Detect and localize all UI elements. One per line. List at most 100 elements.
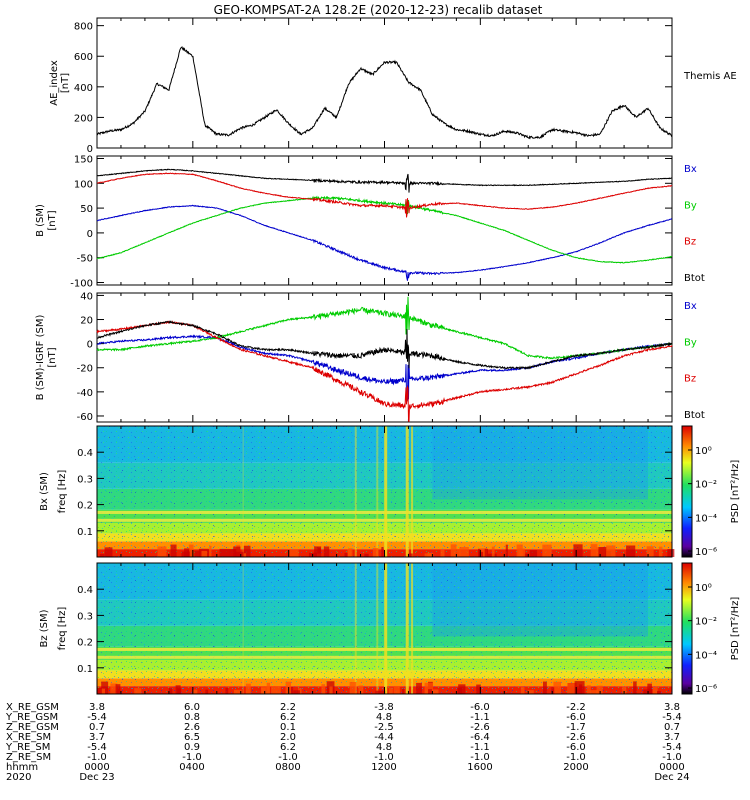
y-tick-label: 0.1 (77, 664, 93, 675)
low-freq-power (578, 684, 583, 694)
low-freq-power (491, 546, 495, 557)
low-freq-power (527, 690, 534, 694)
ephemeris-value: 3.7 (89, 732, 105, 743)
ephemeris-value: 0.7 (664, 722, 680, 733)
ephemeris-value: 3.8 (89, 702, 105, 713)
series-line-btot (97, 168, 673, 193)
colorbar-tick-label: 10⁻² (695, 480, 717, 491)
ephemeris-value: -1.0 (87, 752, 107, 763)
colorbar-scale (681, 562, 693, 695)
burst-column (242, 426, 244, 557)
ephemeris-value: 2.2 (280, 702, 296, 713)
low-freq-power (416, 682, 422, 694)
low-freq-power (646, 546, 654, 557)
y-tick-label: 0.3 (77, 611, 93, 622)
low-freq-power (372, 548, 379, 557)
legend-label: Bx (684, 301, 697, 312)
ephemeris-value: 4.8 (376, 712, 392, 723)
low-freq-power (233, 689, 242, 694)
low-freq-power (598, 546, 607, 557)
legend-label: By (684, 200, 697, 211)
y-tick-label: 0 (87, 229, 93, 240)
low-freq-power (100, 688, 106, 694)
ephemeris-value: -2.5 (374, 722, 394, 733)
burst-column (376, 426, 379, 557)
low-freq-power (157, 546, 167, 557)
low-freq-power (97, 688, 102, 694)
burst-column (376, 563, 379, 694)
low-freq-power (233, 546, 241, 557)
ephemeris-row-label: Z_RE_SM (6, 752, 51, 763)
low-freq-power (626, 545, 636, 557)
y-tick-label: 0.1 (77, 527, 93, 538)
ephemeris-value: -1.1 (470, 712, 490, 723)
ephemeris-value: -1.0 (374, 752, 394, 763)
low-freq-power (456, 548, 461, 557)
low-freq-power (459, 547, 469, 557)
y-axis-unit: [nT] (47, 347, 58, 367)
ephemeris-value: -6.0 (566, 712, 586, 723)
y-tick-label: 0 (87, 340, 93, 351)
y-tick-label: 0 (87, 144, 93, 155)
low-freq-power (364, 553, 369, 557)
ephemeris-value: -1.0 (470, 752, 490, 763)
colorbar-tick-label: 10⁻⁴ (695, 513, 717, 524)
low-freq-power (225, 687, 229, 694)
ephemeris-value: -3.8 (374, 702, 394, 713)
low-freq-power (205, 689, 209, 694)
ephemeris-value: 6.0 (184, 702, 200, 713)
ephemeris-value: 2.6 (184, 722, 200, 733)
legend-label: Bz (684, 374, 696, 385)
ephemeris-value: 1600 (467, 762, 492, 773)
y-axis-label: AE_index (49, 60, 60, 106)
y-tick-label: 20 (80, 316, 93, 327)
ephemeris-value: -2.6 (566, 732, 586, 743)
colorbar: 10⁰ 10⁻² 10⁻⁴ 10⁻⁶ PSD [nT²/Hz] (681, 425, 741, 558)
low-freq-power (381, 547, 384, 557)
legend-label: Bz (684, 237, 696, 248)
low-freq-power (168, 688, 173, 694)
y-tick-label: 40 (80, 291, 93, 302)
ephemeris-value: -6.0 (470, 702, 490, 713)
low-freq-power (480, 548, 488, 557)
low-freq-power (347, 549, 352, 557)
ephemeris-value: -5.4 (662, 712, 682, 723)
colorbar-label: PSD [nT²/Hz] (730, 460, 741, 524)
low-freq-power (424, 682, 434, 694)
burst-column (354, 563, 357, 694)
y-tick-label: 600 (74, 52, 93, 63)
y-tick-label: 50 (80, 204, 93, 215)
ephemeris-value: 2.0 (280, 732, 296, 743)
ephemeris-value: -2.2 (566, 702, 586, 713)
ephemeris-value: 3.8 (664, 702, 680, 713)
ephemeris-value: 0.9 (184, 742, 200, 753)
ephemeris-value: -1.7 (566, 722, 586, 733)
y-axis-label: B (SM) (35, 204, 46, 237)
low-freq-power (243, 545, 251, 557)
low-freq-power (432, 689, 439, 694)
low-freq-power (375, 690, 386, 694)
y-tick-label: -20 (77, 364, 93, 375)
ephemeris-value: -2.6 (470, 722, 490, 733)
ephemeris-value: -1.1 (470, 742, 490, 753)
low-freq-power (408, 553, 413, 557)
burst-column (405, 563, 409, 694)
colorbar-tick-label: 10⁻⁴ (695, 650, 717, 661)
y-axis-unit: freq [Hz] (57, 607, 68, 651)
low-freq-power (289, 549, 299, 557)
y-axis-unit: [nT] (60, 73, 71, 93)
panel-b_igrf: -60 -40 -20 0 20 40 B (SM)-IGRF (SM) [nT] Bx By Bz… (35, 291, 705, 423)
colorbar-tick-label: 10⁻⁶ (695, 547, 717, 558)
low-freq-power (428, 689, 432, 694)
y-tick-label: -50 (77, 254, 93, 265)
colorbar-tick-label: 10⁰ (695, 446, 712, 457)
low-freq-power (288, 686, 294, 694)
low-freq-power (484, 548, 489, 557)
ephemeris-value: -5.4 (662, 742, 682, 753)
series-line-by (96, 195, 673, 264)
burst-column (384, 426, 388, 557)
ephemeris-value: Dec 23 (79, 772, 114, 783)
ephemeris-value: 6.2 (280, 742, 296, 753)
ephemeris-row-label: X_RE_GSM (6, 702, 59, 713)
